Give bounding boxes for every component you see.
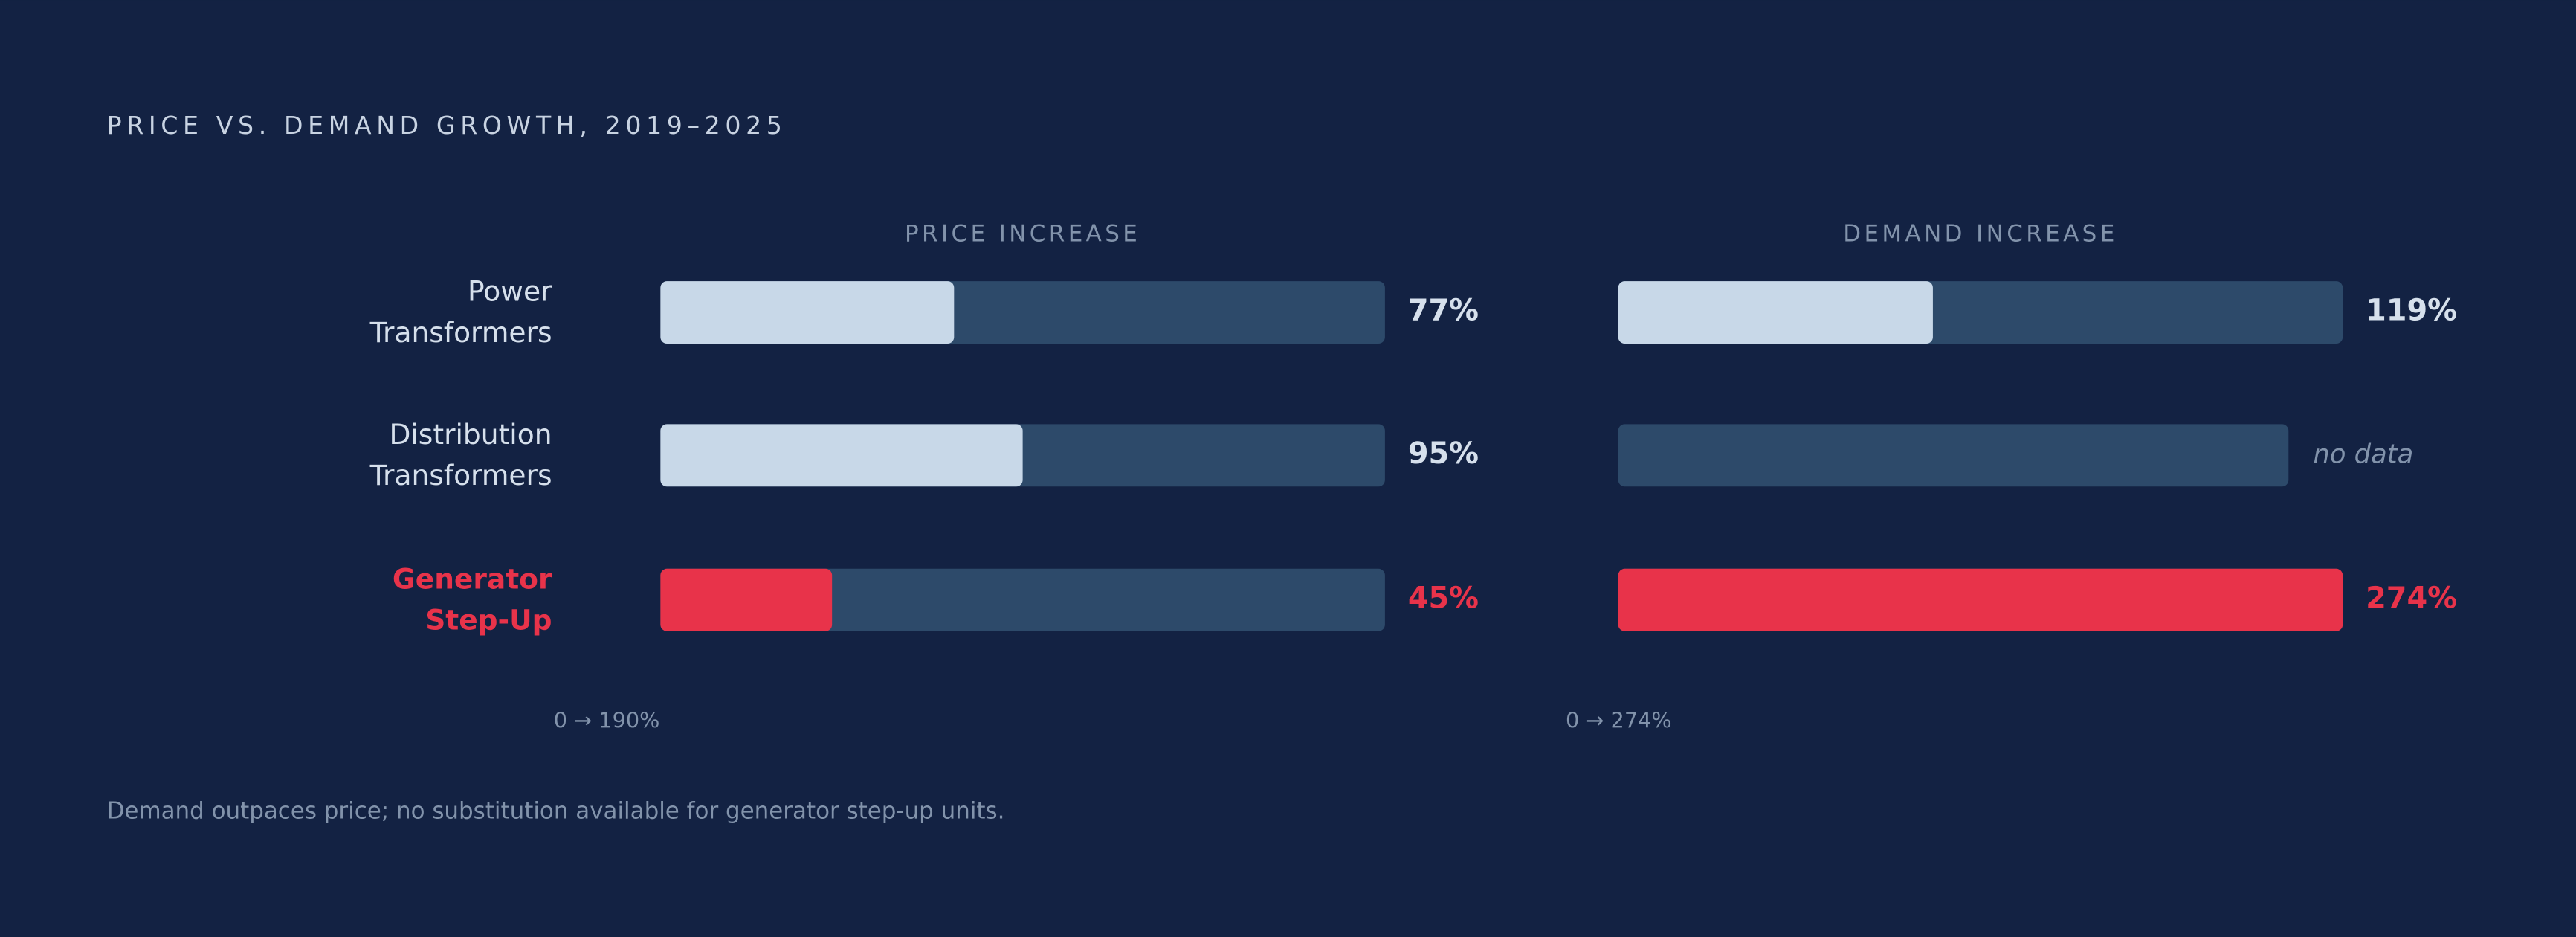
value-label: 119% [2366, 294, 2457, 328]
value-label: 274% [2366, 581, 2457, 615]
null-label: no data [2313, 439, 2413, 469]
value-label: 77% [1408, 294, 1479, 328]
range-label: 0 → 190% [554, 707, 660, 732]
value-label: 95% [1408, 437, 1479, 471]
chart-title: PRICE VS. DEMAND GROWTH, 2019–2025 [107, 111, 787, 140]
panel-header: DEMAND INCREASE [1843, 221, 2117, 248]
bar [660, 281, 955, 344]
value-label: 45% [1408, 581, 1479, 615]
bar [1618, 568, 2343, 631]
bar [1618, 281, 1933, 344]
category-label: Distribution Transformers [369, 417, 552, 491]
bar-track [1618, 424, 2289, 487]
category-label: Power Transformers [369, 274, 552, 348]
bar [660, 568, 833, 631]
footnote: Demand outpaces price; no substitution a… [107, 797, 1005, 824]
panel-header: PRICE INCREASE [905, 221, 1140, 248]
bar [660, 424, 1023, 487]
range-label: 0 → 274% [1566, 707, 1672, 732]
category-label: Generator Step-Up [393, 562, 552, 636]
bar-track [660, 568, 1385, 631]
